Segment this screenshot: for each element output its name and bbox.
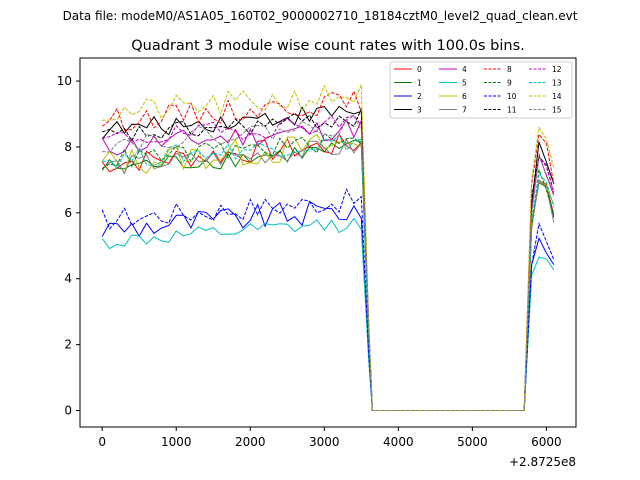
x-tick-label: 6000 [531,435,562,449]
series-line-15 [102,115,555,411]
series-line-14 [102,84,555,411]
series-line-6 [101,133,555,411]
series-line-11 [102,108,555,411]
series-line-13 [102,134,555,411]
x-offset-label: +2.8725e8 [509,455,576,469]
series-line-12 [102,114,555,411]
figure-suptitle: Data file: modeM0/AS1A05_160T02_90000027… [63,9,578,23]
legend-label: 4 [462,65,467,74]
axes-frame [79,57,577,428]
legend-label: 9 [507,79,512,88]
series-line-9 [101,132,555,411]
y-axis: 0 2 4 6 8 10 [57,74,80,418]
legend-label: 15 [552,106,562,115]
series-line-10 [101,188,555,411]
x-tick-label: 5000 [457,435,488,449]
plot-area [101,84,555,411]
legend-label: 10 [507,92,517,101]
chart-title: Quadrant 3 module wise count rates with … [131,38,525,54]
series-line-8 [101,89,555,411]
legend-label: 14 [552,92,562,101]
series-line-4 [101,118,555,411]
y-tick-label: 4 [64,272,72,286]
legend-label: 11 [507,106,517,115]
y-tick-label: 6 [64,206,72,220]
legend-label: 13 [552,79,562,88]
series-line-2 [101,200,555,411]
y-tick-label: 8 [64,140,72,154]
x-axis: 0 1000 2000 3000 4000 5000 6000 [98,427,562,449]
legend-label: 6 [462,92,467,101]
x-tick-label: 2000 [235,435,266,449]
legend-label: 1 [417,79,422,88]
x-tick-label: 4000 [383,435,414,449]
legend-label: 12 [552,65,562,74]
series-line-5 [101,217,555,411]
legend-label: 3 [417,106,422,115]
series-line-7 [101,138,555,411]
y-tick-label: 0 [64,404,72,418]
x-tick-label: 0 [98,435,106,449]
x-tick-label: 1000 [161,435,192,449]
series-line-1 [101,139,555,411]
y-tick-label: 10 [57,74,72,88]
y-tick-label: 2 [64,338,72,352]
legend-label: 0 [417,65,422,74]
legend-label: 7 [462,106,467,115]
legend-frame [389,61,573,119]
legend-label: 8 [507,65,512,74]
legend-label: 2 [417,92,422,101]
legend-label: 5 [462,79,467,88]
x-tick-label: 3000 [309,435,340,449]
series-line-0 [101,133,555,411]
